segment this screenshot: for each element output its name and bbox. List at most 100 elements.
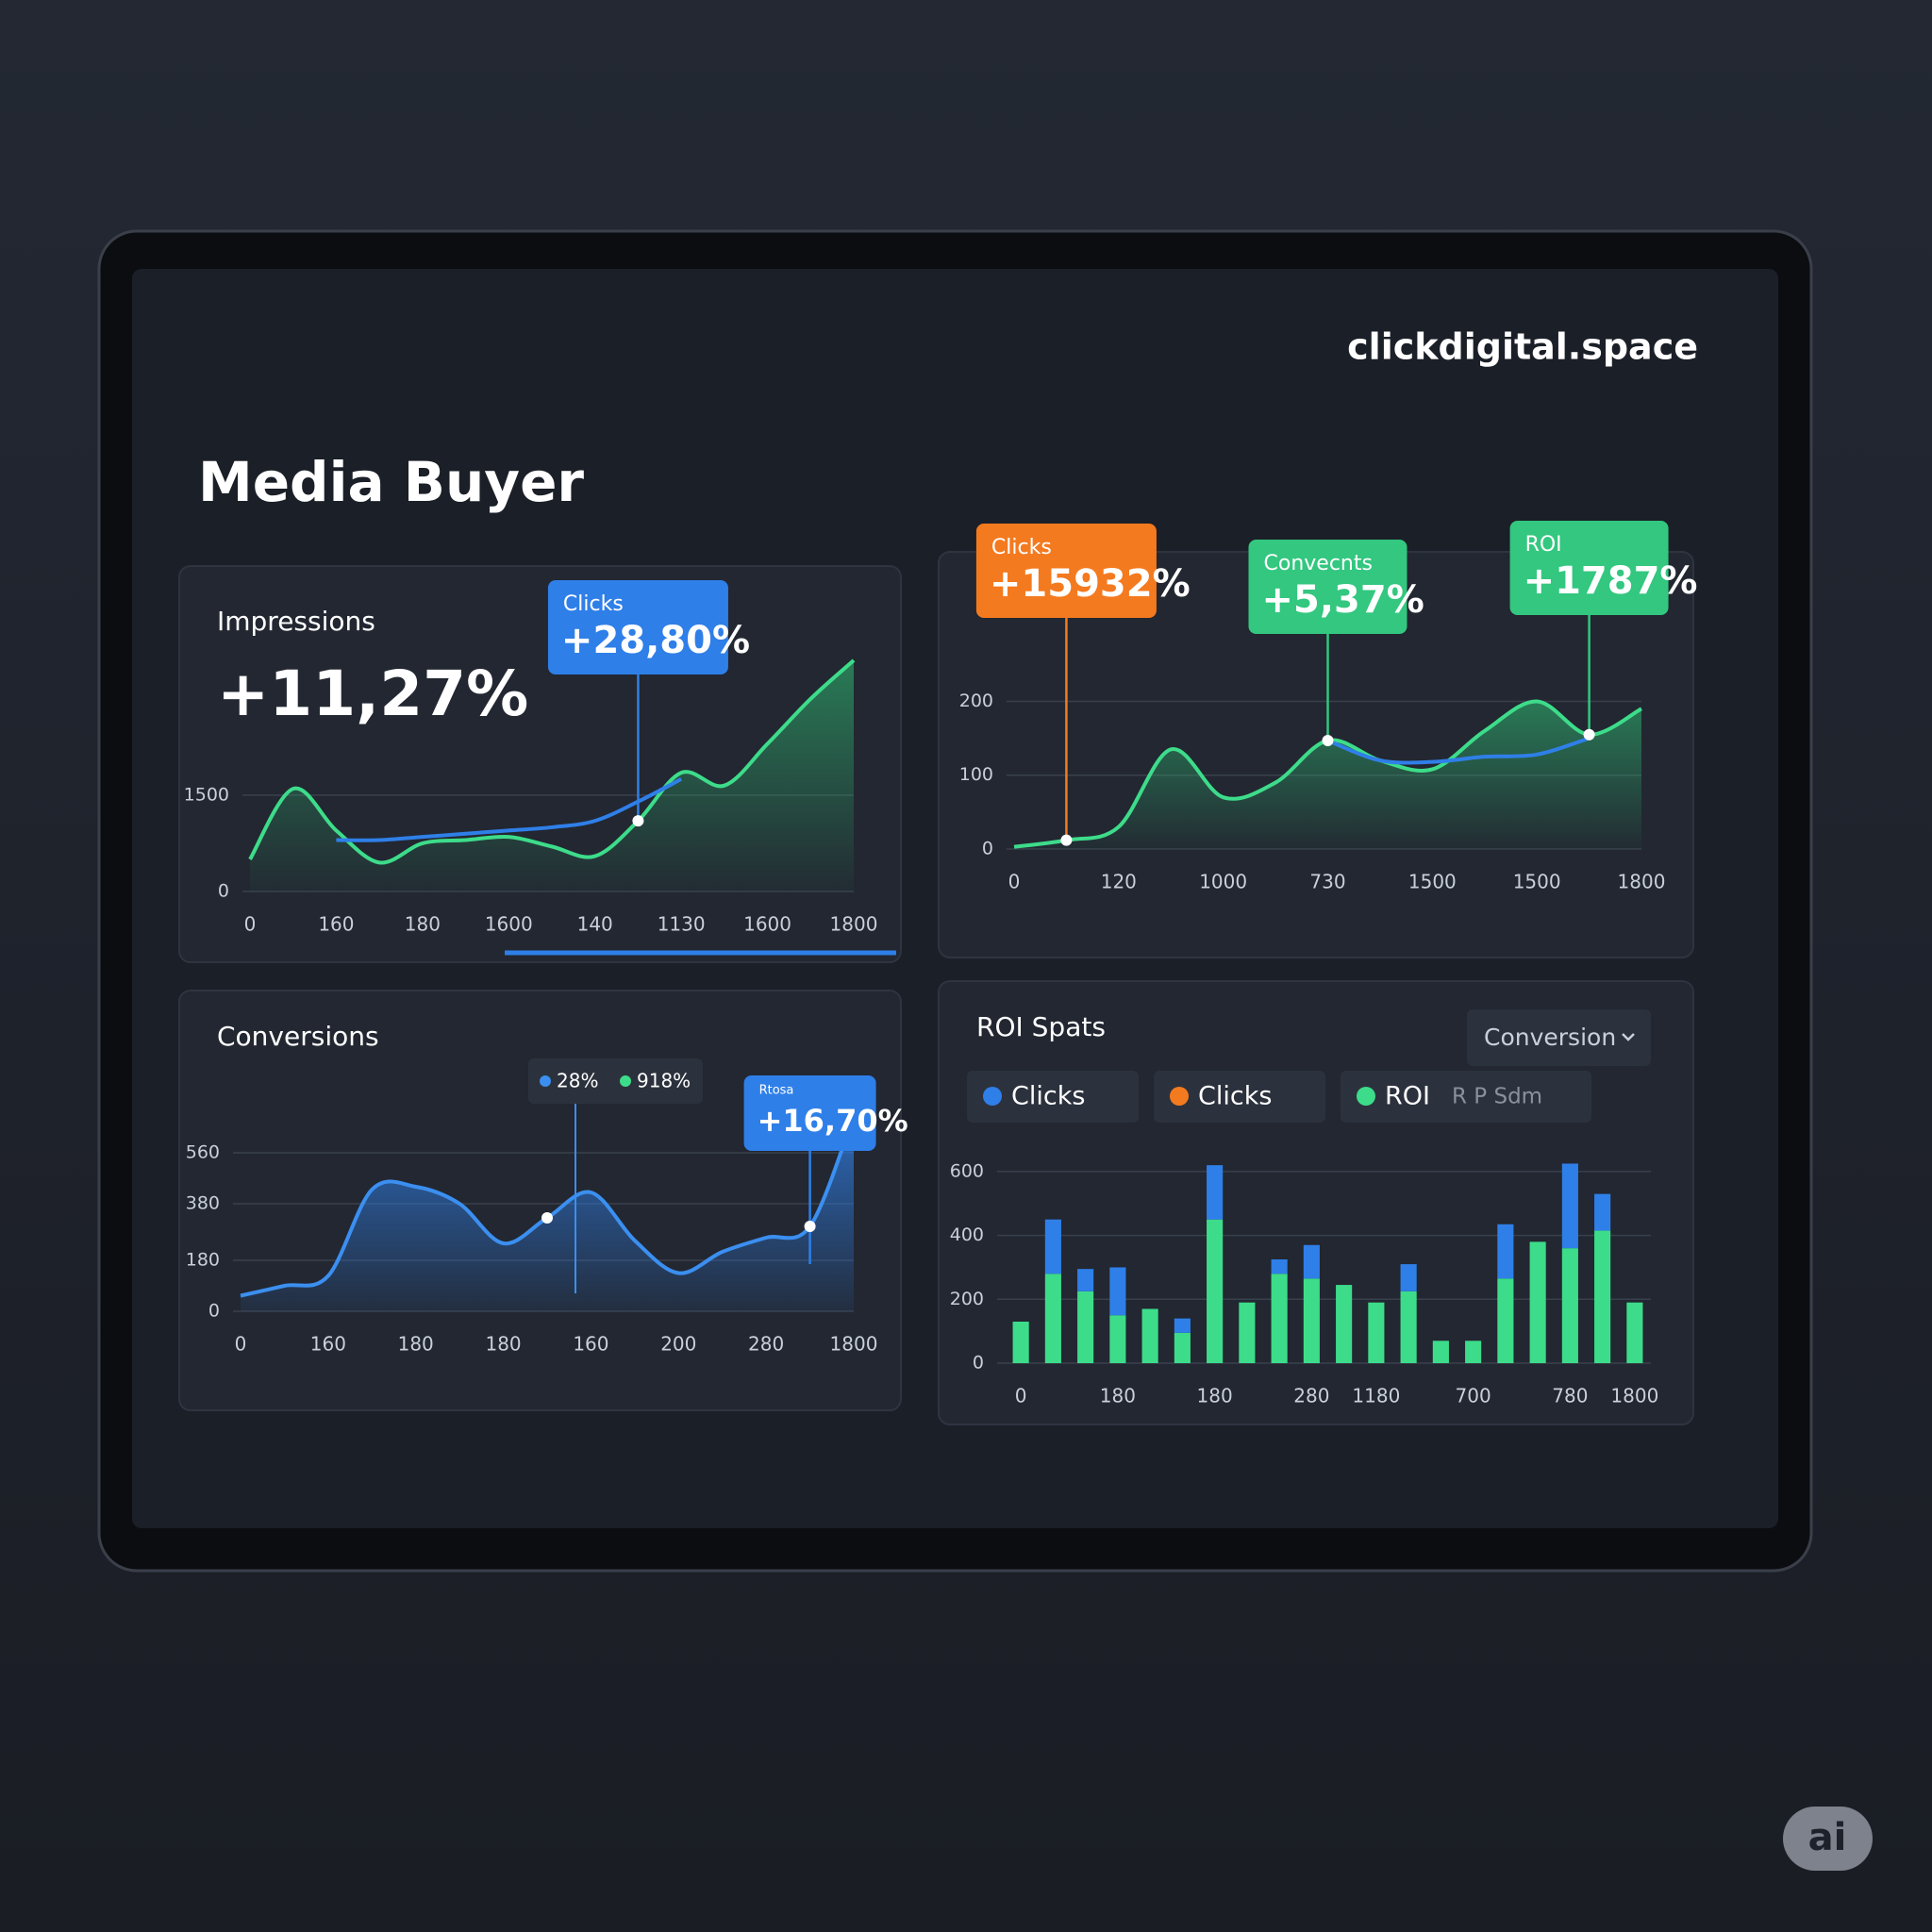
- callout-box: [1509, 521, 1669, 615]
- callout-label: Clicks: [563, 592, 624, 616]
- bar-segment: [1303, 1244, 1320, 1279]
- x-tick-label: 180: [405, 913, 441, 936]
- anchor-dot: [804, 1221, 816, 1232]
- callout-label: Clicks: [991, 536, 1052, 559]
- callout-label: Convecnts: [1264, 552, 1373, 575]
- y-tick-label: 180: [186, 1250, 220, 1271]
- legend-chip: [1154, 1071, 1325, 1123]
- x-tick-label: 1000: [1199, 871, 1247, 893]
- bar-segment: [1368, 1302, 1385, 1363]
- x-tick-label: 200: [660, 1333, 696, 1356]
- y-tick-label: 0: [218, 881, 229, 902]
- anchor-dot: [1322, 734, 1334, 746]
- chart-panel: 0 100 200 0 120 1000 730 1500 1500 1800 Clicks +159…: [938, 521, 1698, 958]
- x-tick-label: 730: [1309, 871, 1345, 893]
- callout-box: [975, 524, 1157, 618]
- bar-segment: [1336, 1285, 1353, 1363]
- line: [248, 658, 856, 865]
- x-tick-label: 1800: [830, 1333, 878, 1356]
- callout-value: +15932%: [990, 562, 1191, 606]
- ai-badge: [1783, 1807, 1873, 1871]
- panel-title: Impressions: [217, 606, 375, 637]
- x-tick-label: 700: [1456, 1385, 1491, 1407]
- chart-panel: ROI Spats 0 200 400 600 0 180 180 280 1180 700 780 1…: [938, 980, 1694, 1425]
- x-tick-label: 1800: [1618, 871, 1666, 893]
- chart-panel: Impressions +11,27% 0 1500 0 160 180 1600 140 113…: [178, 565, 902, 963]
- x-tick-label: 1180: [1352, 1385, 1400, 1407]
- bar-segment: [1207, 1219, 1224, 1363]
- x-tick-label: 0: [1015, 1385, 1027, 1407]
- bar-segment: [1529, 1241, 1546, 1363]
- y-tick-label: 100: [959, 764, 993, 785]
- panel-title: ROI Spats: [976, 1011, 1106, 1042]
- y-tick-label: 380: [186, 1193, 220, 1214]
- line: [336, 777, 683, 842]
- y-tick-label: 200: [959, 691, 993, 711]
- bar-segment: [1109, 1267, 1126, 1316]
- chip-dot: [540, 1075, 551, 1087]
- x-tick-label: 0: [244, 913, 257, 936]
- headline-value: +11,27%: [217, 658, 528, 730]
- bar-segment: [1044, 1219, 1061, 1274]
- x-tick-label: 140: [577, 913, 613, 936]
- x-tick-label: 180: [398, 1333, 434, 1356]
- bar-segment: [1561, 1248, 1578, 1363]
- legend-note: R P Sdm: [1452, 1085, 1542, 1109]
- panel: [178, 990, 902, 1411]
- anchor-dot: [1583, 728, 1595, 741]
- x-tick-label: 120: [1101, 871, 1137, 893]
- callout-value: +16,70%: [758, 1103, 908, 1139]
- chart-panel: Conversions 0 180 380 560 0 160 180 180 160 200 280…: [178, 990, 908, 1411]
- bar-segment: [1626, 1302, 1643, 1363]
- legend-label: Clicks: [1198, 1082, 1272, 1111]
- x-tick-label: 0: [235, 1333, 247, 1356]
- chip-text: 28%: [557, 1070, 598, 1092]
- y-tick-label: 600: [950, 1160, 984, 1181]
- legend-chip: [1341, 1071, 1591, 1123]
- bar-segment: [1077, 1291, 1094, 1363]
- bar-segment: [1109, 1315, 1126, 1363]
- bar-segment: [1174, 1332, 1191, 1363]
- bar-segment: [1239, 1302, 1256, 1363]
- x-tick-label: 160: [318, 913, 354, 936]
- x-tick-label: 280: [1293, 1385, 1329, 1407]
- dropdown[interactable]: [1467, 1009, 1651, 1066]
- dropdown-label: Conversion: [1484, 1024, 1616, 1051]
- x-tick-label: 780: [1552, 1385, 1588, 1407]
- y-tick-label: 0: [982, 839, 993, 859]
- callout-box: [547, 580, 728, 675]
- bar-segment: [1271, 1259, 1288, 1274]
- bar-segment: [1497, 1224, 1514, 1279]
- panel-title: Conversions: [217, 1021, 379, 1052]
- anchor-dot: [541, 1212, 553, 1224]
- bar-segment: [1207, 1165, 1224, 1220]
- y-tick-label: 400: [950, 1224, 984, 1245]
- legend-label: Clicks: [1011, 1082, 1085, 1111]
- legend-chip: [967, 1071, 1139, 1123]
- x-tick-label: 1130: [658, 913, 706, 936]
- bar-segment: [1271, 1274, 1288, 1363]
- x-tick-label: 0: [1008, 871, 1021, 893]
- x-tick-label: 1500: [1408, 871, 1457, 893]
- bar-segment: [1561, 1163, 1578, 1249]
- line: [1326, 736, 1591, 765]
- callout-label: Rtosa: [759, 1084, 794, 1098]
- x-tick-label: 160: [310, 1333, 346, 1356]
- legend-dot: [983, 1087, 1002, 1106]
- callout-box: [1248, 540, 1407, 634]
- y-tick-label: 200: [950, 1289, 984, 1309]
- x-tick-label: 180: [1197, 1385, 1233, 1407]
- callout-box: [743, 1075, 876, 1151]
- y-tick-label: 1500: [184, 784, 229, 805]
- bar-segment: [1012, 1322, 1029, 1363]
- bar-segment: [1594, 1230, 1611, 1363]
- bar-segment: [1044, 1274, 1061, 1363]
- y-tick-label: 0: [208, 1301, 220, 1322]
- bar-segment: [1303, 1278, 1320, 1363]
- brand: clickdigital.space: [1347, 326, 1698, 368]
- x-tick-label: 1600: [485, 913, 533, 936]
- ai-badge-text: ai: [1808, 1816, 1847, 1859]
- bar-segment: [1400, 1291, 1417, 1363]
